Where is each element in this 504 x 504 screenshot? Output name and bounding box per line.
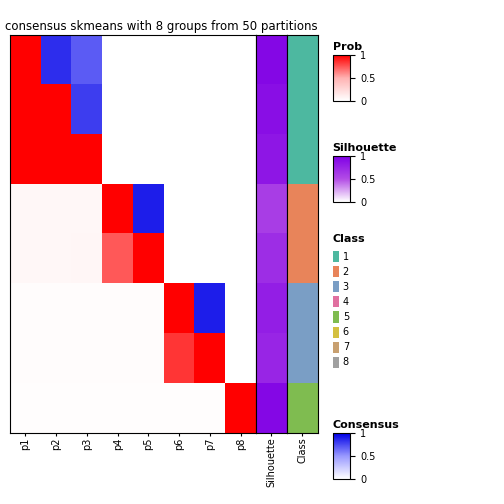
Text: 1: 1 [343, 251, 349, 262]
Text: 5: 5 [343, 312, 349, 322]
Text: Prob: Prob [333, 42, 362, 52]
Text: Class: Class [333, 234, 365, 244]
Text: 8: 8 [343, 357, 349, 367]
Text: 3: 3 [343, 282, 349, 292]
Text: consensus skmeans with 8 groups from 50 partitions: consensus skmeans with 8 groups from 50 … [5, 20, 318, 33]
Text: 2: 2 [343, 267, 349, 277]
Text: 4: 4 [343, 297, 349, 307]
Text: Silhouette: Silhouette [333, 143, 397, 153]
Text: 6: 6 [343, 327, 349, 337]
Text: 7: 7 [343, 342, 349, 352]
Text: Consensus: Consensus [333, 420, 399, 430]
